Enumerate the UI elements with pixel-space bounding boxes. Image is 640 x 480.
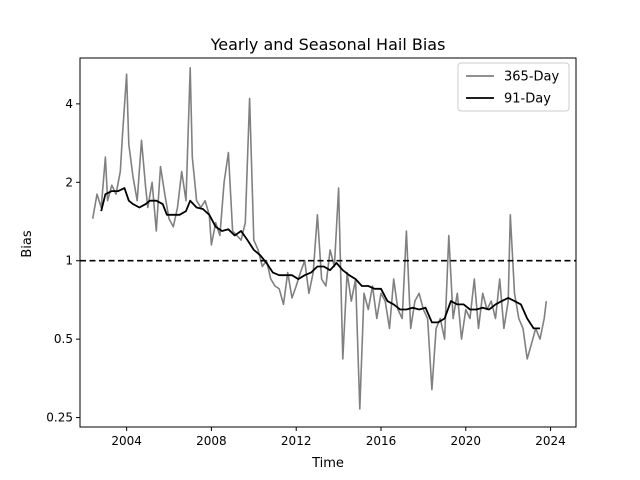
x-tick-label: 2024 [535,434,566,448]
series-line-91-day [100,187,540,330]
y-tick-label: 0.5 [54,332,73,346]
chart-title: Yearly and Seasonal Hail Bias [210,35,446,54]
x-tick-label: 2004 [111,434,142,448]
y-tick-label: 4 [65,97,73,111]
series-line-365-day [91,67,548,410]
x-tick-label: 2008 [196,434,227,448]
series-group [91,67,548,410]
x-tick-label: 2016 [366,434,397,448]
y-tick-label: 1 [65,254,73,268]
legend-box [457,62,570,112]
x-tick-label: 2020 [451,434,482,448]
legend: 365-Day 91-Day [457,62,570,112]
x-axis-label: Time [311,456,344,471]
y-tick-label: 2 [65,175,73,189]
y-tick-label: 0.25 [46,411,73,425]
y-axis-label: Bias [20,230,35,257]
plot-frame [79,57,577,428]
x-tick-label: 2012 [281,434,312,448]
legend-label-91-day: 91-Day [504,92,551,107]
legend-label-365-day: 365-Day [504,70,559,85]
